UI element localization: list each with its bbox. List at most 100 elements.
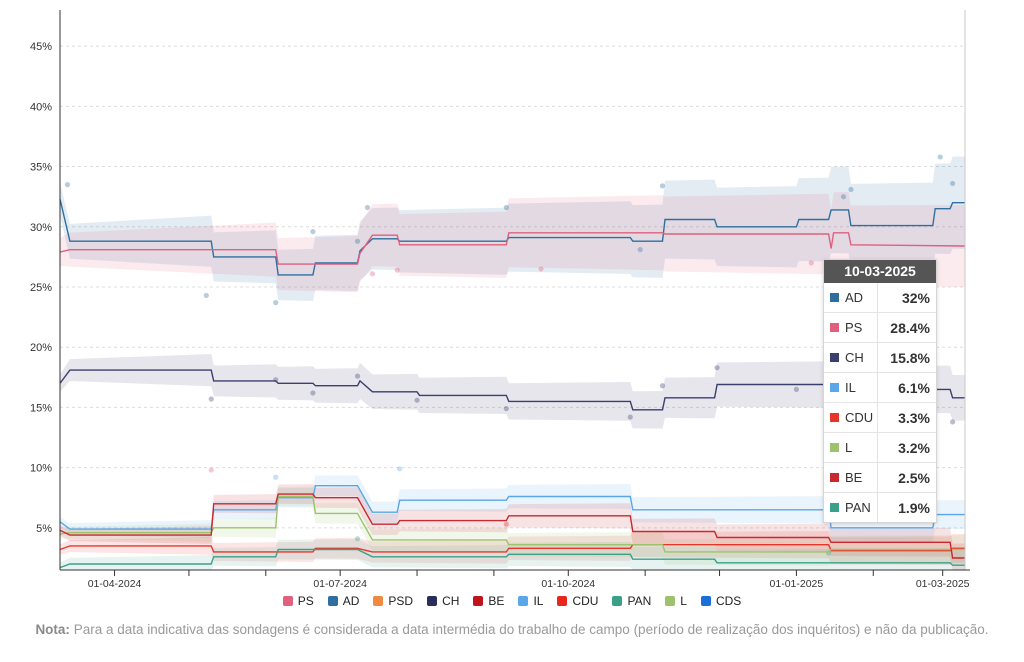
legend-item-ad[interactable]: AD (327, 594, 360, 608)
legend-label: IL (533, 594, 544, 608)
tooltip-value: 6.1% (898, 379, 930, 396)
legend-label: CDU (572, 594, 599, 608)
tooltip-row: PS 28.4% (824, 312, 936, 342)
legend-label: PSD (388, 594, 414, 608)
y-tick-label: 5% (36, 523, 52, 535)
legend-item-l[interactable]: L (665, 594, 687, 608)
poll-point (950, 180, 956, 187)
tooltip-row: BE 2.5% (824, 462, 936, 492)
legend-item-cdu[interactable]: CDU (557, 594, 598, 608)
legend-item-il[interactable]: IL (518, 594, 543, 608)
tooltip-swatch (830, 353, 839, 362)
poll-point (414, 397, 420, 403)
poll-point (937, 154, 943, 160)
poll-point (397, 466, 403, 472)
tooltip-party-name: PAN (845, 500, 871, 515)
trend-line-l (59, 495, 965, 553)
poll-point (394, 267, 400, 273)
band-l (60, 486, 965, 566)
tooltip-party: CH (824, 343, 878, 372)
trend-line-ad (59, 198, 965, 276)
tooltip-value: 3.3% (898, 409, 930, 426)
x-tick-label: 01-04-2024 (88, 578, 142, 590)
y-tick-label: 35% (30, 162, 52, 174)
legend-label: PS (297, 594, 314, 608)
tooltip-swatch (830, 293, 839, 302)
poll-point (637, 247, 643, 253)
poll-point (503, 204, 509, 211)
tooltip-party-name: CH (845, 350, 864, 365)
footnote-label: Nota: (35, 622, 70, 637)
poll-point (354, 373, 361, 379)
tooltip-party-name: IL (845, 380, 856, 395)
legend-label: BE (488, 594, 505, 608)
trend-line-ps (59, 232, 966, 265)
trend-line-be (59, 493, 965, 559)
y-tick-label: 40% (30, 101, 52, 113)
tooltip-row: PAN 1.9% (824, 492, 936, 522)
legend-item-pan[interactable]: PAN (612, 594, 651, 608)
legend-item-be[interactable]: BE (473, 594, 504, 608)
trend-line-cdu (59, 544, 965, 553)
legend-swatch (612, 596, 623, 606)
poll-point (64, 182, 71, 188)
legend-swatch (427, 596, 438, 606)
legend-label: CDS (715, 594, 742, 608)
band-ad (60, 156, 965, 302)
tooltip-party-name: BE (845, 470, 863, 485)
legend-label: L (680, 594, 687, 608)
footnote: Nota: Para a data indicativa das sondage… (28, 620, 996, 640)
tooltip-party: BE (824, 463, 878, 492)
legend-item-psd[interactable]: PSD (373, 594, 413, 608)
hover-tooltip: 10-03-2025 AD 32% PS 28.4% CH 15.8% IL 6.1% CDU 3… (823, 259, 937, 523)
x-tick-label: 01-01-2025 (770, 578, 824, 590)
legend-label: AD (342, 594, 360, 608)
tooltip-party: L (824, 433, 878, 462)
tooltip-party: AD (824, 283, 878, 312)
poll-point (950, 419, 956, 425)
trend-line-pan (59, 548, 965, 569)
y-tick-label: 15% (30, 402, 52, 414)
legend-item-ch[interactable]: CH (427, 594, 459, 608)
poll-point (369, 271, 376, 277)
tooltip-party: PAN (824, 493, 878, 522)
poll-point (627, 414, 633, 420)
tooltip-row: CDU 3.3% (824, 402, 936, 432)
chart-legend: PS AD PSD CH BE IL CDU PAN L CDS (0, 594, 1024, 608)
x-tick-label: 01-03-2025 (916, 578, 970, 590)
tooltip-value: 3.2% (898, 439, 930, 456)
y-tick-label: 20% (30, 342, 52, 354)
tooltip-row: IL 6.1% (824, 372, 936, 402)
poll-point (659, 383, 666, 389)
tooltip-swatch (830, 473, 839, 482)
poll-point (793, 386, 799, 392)
tooltip-swatch (830, 413, 839, 422)
poll-point (310, 390, 316, 396)
tooltip-value: 1.9% (898, 499, 930, 516)
poll-point (714, 365, 720, 371)
legend-swatch (518, 596, 529, 606)
poll-point (203, 292, 209, 299)
legend-swatch (373, 596, 384, 606)
tooltip-party: CDU (824, 403, 878, 432)
poll-point (208, 467, 214, 473)
legend-item-cds[interactable]: CDS (700, 594, 742, 608)
tooltip-party-name: L (845, 440, 853, 455)
poll-point (503, 521, 509, 527)
poll-point (273, 300, 279, 306)
y-tick-label: 30% (30, 222, 52, 234)
tooltip-row: AD 32% (824, 283, 936, 312)
band-ch (60, 353, 965, 429)
tooltip-party: PS (824, 313, 878, 342)
legend-swatch (327, 596, 338, 606)
poll-point (310, 228, 316, 235)
poll-point (503, 406, 509, 412)
tooltip-party: IL (824, 373, 878, 402)
poll-point (354, 238, 361, 244)
tooltip-row: CH 15.8% (824, 342, 936, 372)
legend-item-ps[interactable]: PS (282, 594, 314, 608)
poll-point (808, 260, 814, 266)
y-tick-label: 10% (30, 463, 52, 475)
tooltip-swatch (830, 443, 839, 452)
legend-swatch (700, 596, 711, 606)
